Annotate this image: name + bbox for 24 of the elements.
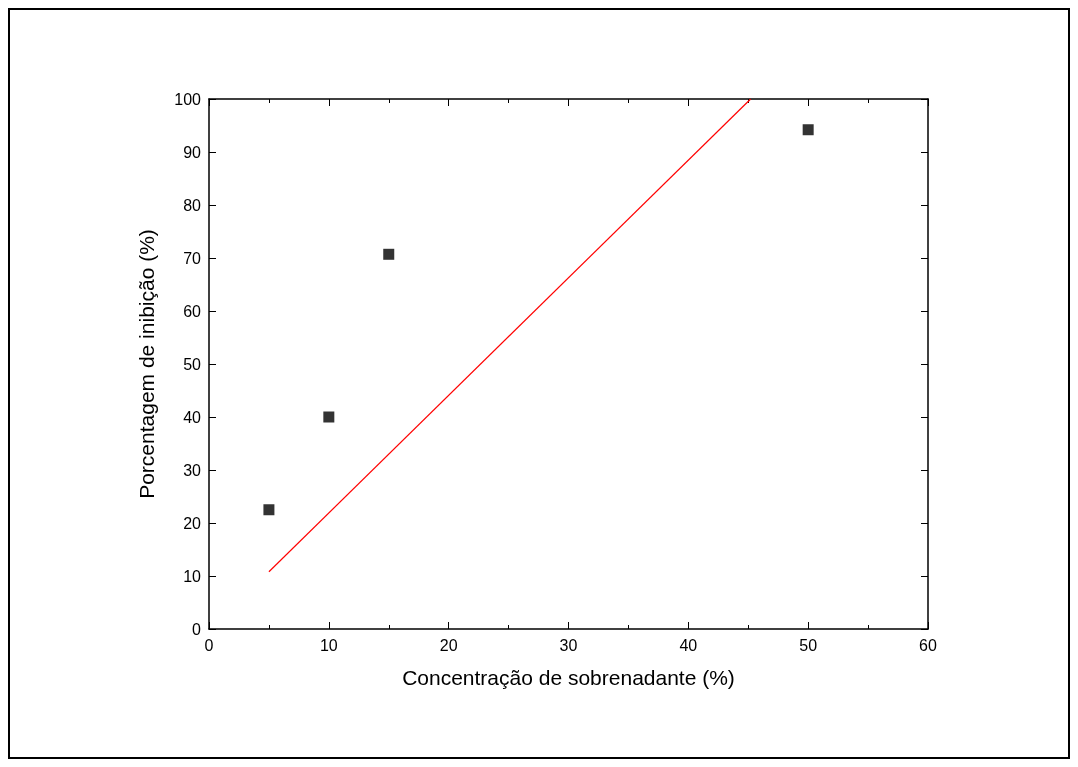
y-tick-label: 70 xyxy=(183,249,202,267)
point xyxy=(802,124,814,136)
x-tick-label: 20 xyxy=(439,636,458,654)
y-tick-label: 40 xyxy=(183,408,202,426)
x-tick-label: 50 xyxy=(799,636,818,654)
y-axis-title: Porcentagem de inibição (%) xyxy=(135,229,158,499)
point xyxy=(383,248,395,260)
x-tick-label: 0 xyxy=(204,636,214,654)
point xyxy=(263,504,275,516)
x-tick-label: 40 xyxy=(679,636,698,654)
y-tick-label: 100 xyxy=(174,90,202,108)
x-tick-label: 30 xyxy=(559,636,578,654)
y-tick-label: 10 xyxy=(183,567,202,585)
x-tick-label: 10 xyxy=(319,636,338,654)
y-tick-label: 60 xyxy=(183,302,202,320)
y-tick-label: 0 xyxy=(192,620,202,638)
x-tick-label: 60 xyxy=(919,636,937,654)
y-tick-label: 80 xyxy=(183,196,202,214)
y-tick-label: 90 xyxy=(183,143,202,161)
point xyxy=(323,411,335,423)
x-axis-title: Concentração de sobrenadante (%) xyxy=(402,666,735,689)
y-tick-label: 30 xyxy=(183,461,202,479)
y-tick-label: 20 xyxy=(183,514,202,532)
y-tick-label: 50 xyxy=(183,355,202,373)
